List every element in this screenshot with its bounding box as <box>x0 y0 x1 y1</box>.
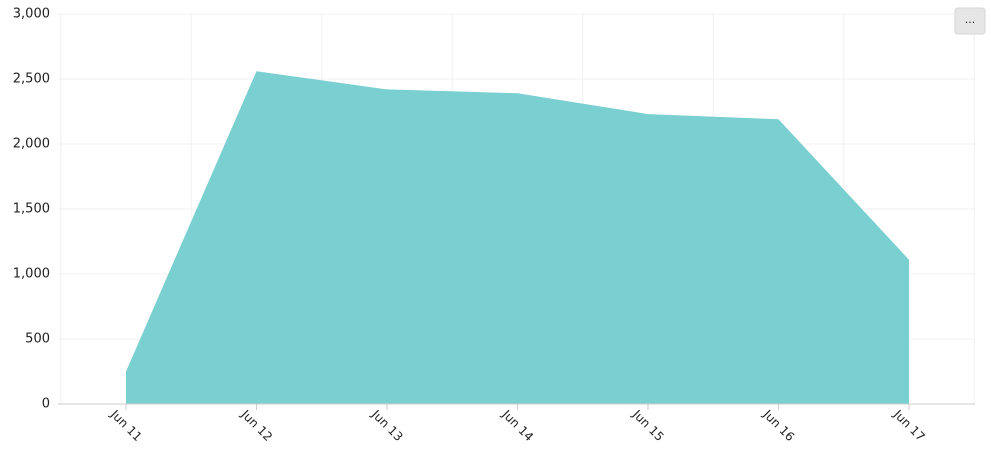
y-tick-label: 500 <box>25 332 50 347</box>
x-tick-label: Jun 16 <box>760 407 797 444</box>
x-tick-label: Jun 14 <box>499 407 536 444</box>
x-tick-label: Jun 13 <box>368 407 405 444</box>
y-tick-label: 2,500 <box>13 72 50 87</box>
x-tick-label: Jun 11 <box>107 407 144 444</box>
plot: 0 500 1,000 1,500 2,000 2,500 3,000 Jun 11 Jun 1… <box>13 7 975 444</box>
menu-button[interactable] <box>954 7 986 35</box>
area <box>126 71 909 404</box>
y-tick-label: 2,000 <box>13 137 50 152</box>
x-tick-label: Jun 15 <box>629 407 666 444</box>
menu-button-label[interactable]: ... <box>965 13 976 26</box>
y-tick-label: 0 <box>42 397 50 412</box>
x-tick-label: Jun 17 <box>890 407 927 444</box>
y-tick-label: 1,000 <box>13 267 50 282</box>
y-tick-label: 3,000 <box>13 7 50 22</box>
x-tick-label: Jun 12 <box>238 407 275 444</box>
y-tick-label: 1,500 <box>13 202 50 217</box>
